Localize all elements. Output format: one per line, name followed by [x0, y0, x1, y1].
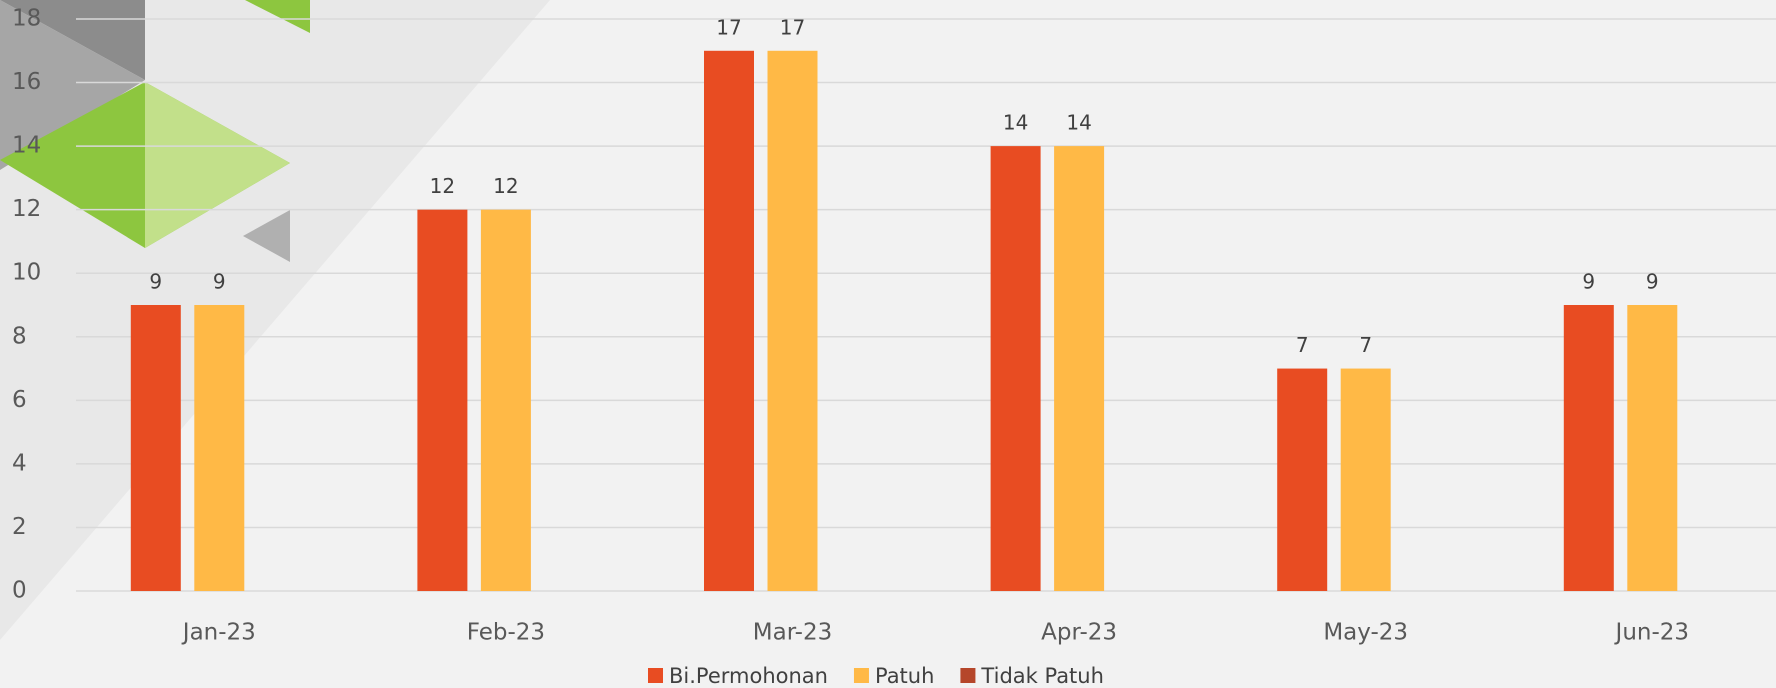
legend-swatch	[648, 668, 663, 683]
y-tick-label: 18	[12, 6, 41, 32]
x-tick-label: May-23	[1323, 620, 1408, 646]
bar	[194, 305, 244, 591]
y-tick-label: 8	[12, 323, 27, 349]
chart: 0 2 4 6 8 10 12 14 16 18 Jan-23 9 9 Feb-23 12 12 Mar-23 1…	[0, 0, 1776, 688]
bar	[1627, 305, 1677, 591]
y-tick-label: 12	[12, 196, 41, 222]
bar	[1564, 305, 1614, 591]
y-tick-label: 14	[12, 133, 41, 159]
legend-swatch	[854, 668, 869, 683]
data-label: 9	[1646, 270, 1659, 294]
bar	[1277, 369, 1327, 591]
bar	[1341, 369, 1391, 591]
data-label: 17	[780, 15, 805, 39]
legend-label: Tidak Patuh	[980, 664, 1104, 688]
legend-label: Patuh	[875, 664, 934, 688]
y-tick-label: 4	[12, 450, 27, 476]
bar	[704, 51, 754, 591]
bar	[417, 210, 467, 591]
bar	[991, 146, 1041, 591]
data-label: 9	[149, 270, 162, 294]
data-label: 14	[1003, 111, 1028, 135]
y-tick-label: 16	[12, 69, 41, 95]
x-tick-label: Feb-23	[467, 620, 545, 646]
data-label: 9	[1582, 270, 1595, 294]
data-label: 14	[1066, 111, 1091, 135]
y-tick-label: 2	[12, 514, 27, 540]
x-tick-label: Jun-23	[1614, 620, 1690, 646]
x-tick-label: Mar-23	[753, 620, 833, 646]
bar	[1054, 146, 1104, 591]
data-label: 17	[716, 15, 741, 39]
legend-label: Bi.Permohonan	[669, 664, 828, 688]
data-label: 12	[430, 174, 455, 198]
data-label: 7	[1359, 333, 1372, 357]
bar	[131, 305, 181, 591]
bar	[768, 51, 818, 591]
data-label: 7	[1296, 333, 1309, 357]
y-tick-label: 0	[12, 578, 27, 604]
x-tick-label: Jan-23	[181, 620, 256, 646]
data-label: 9	[213, 270, 226, 294]
y-tick-label: 10	[12, 260, 41, 286]
legend-swatch	[960, 668, 975, 683]
bar	[481, 210, 531, 591]
data-label: 12	[493, 174, 518, 198]
x-tick-label: Apr-23	[1041, 620, 1117, 646]
y-tick-label: 6	[12, 387, 27, 413]
